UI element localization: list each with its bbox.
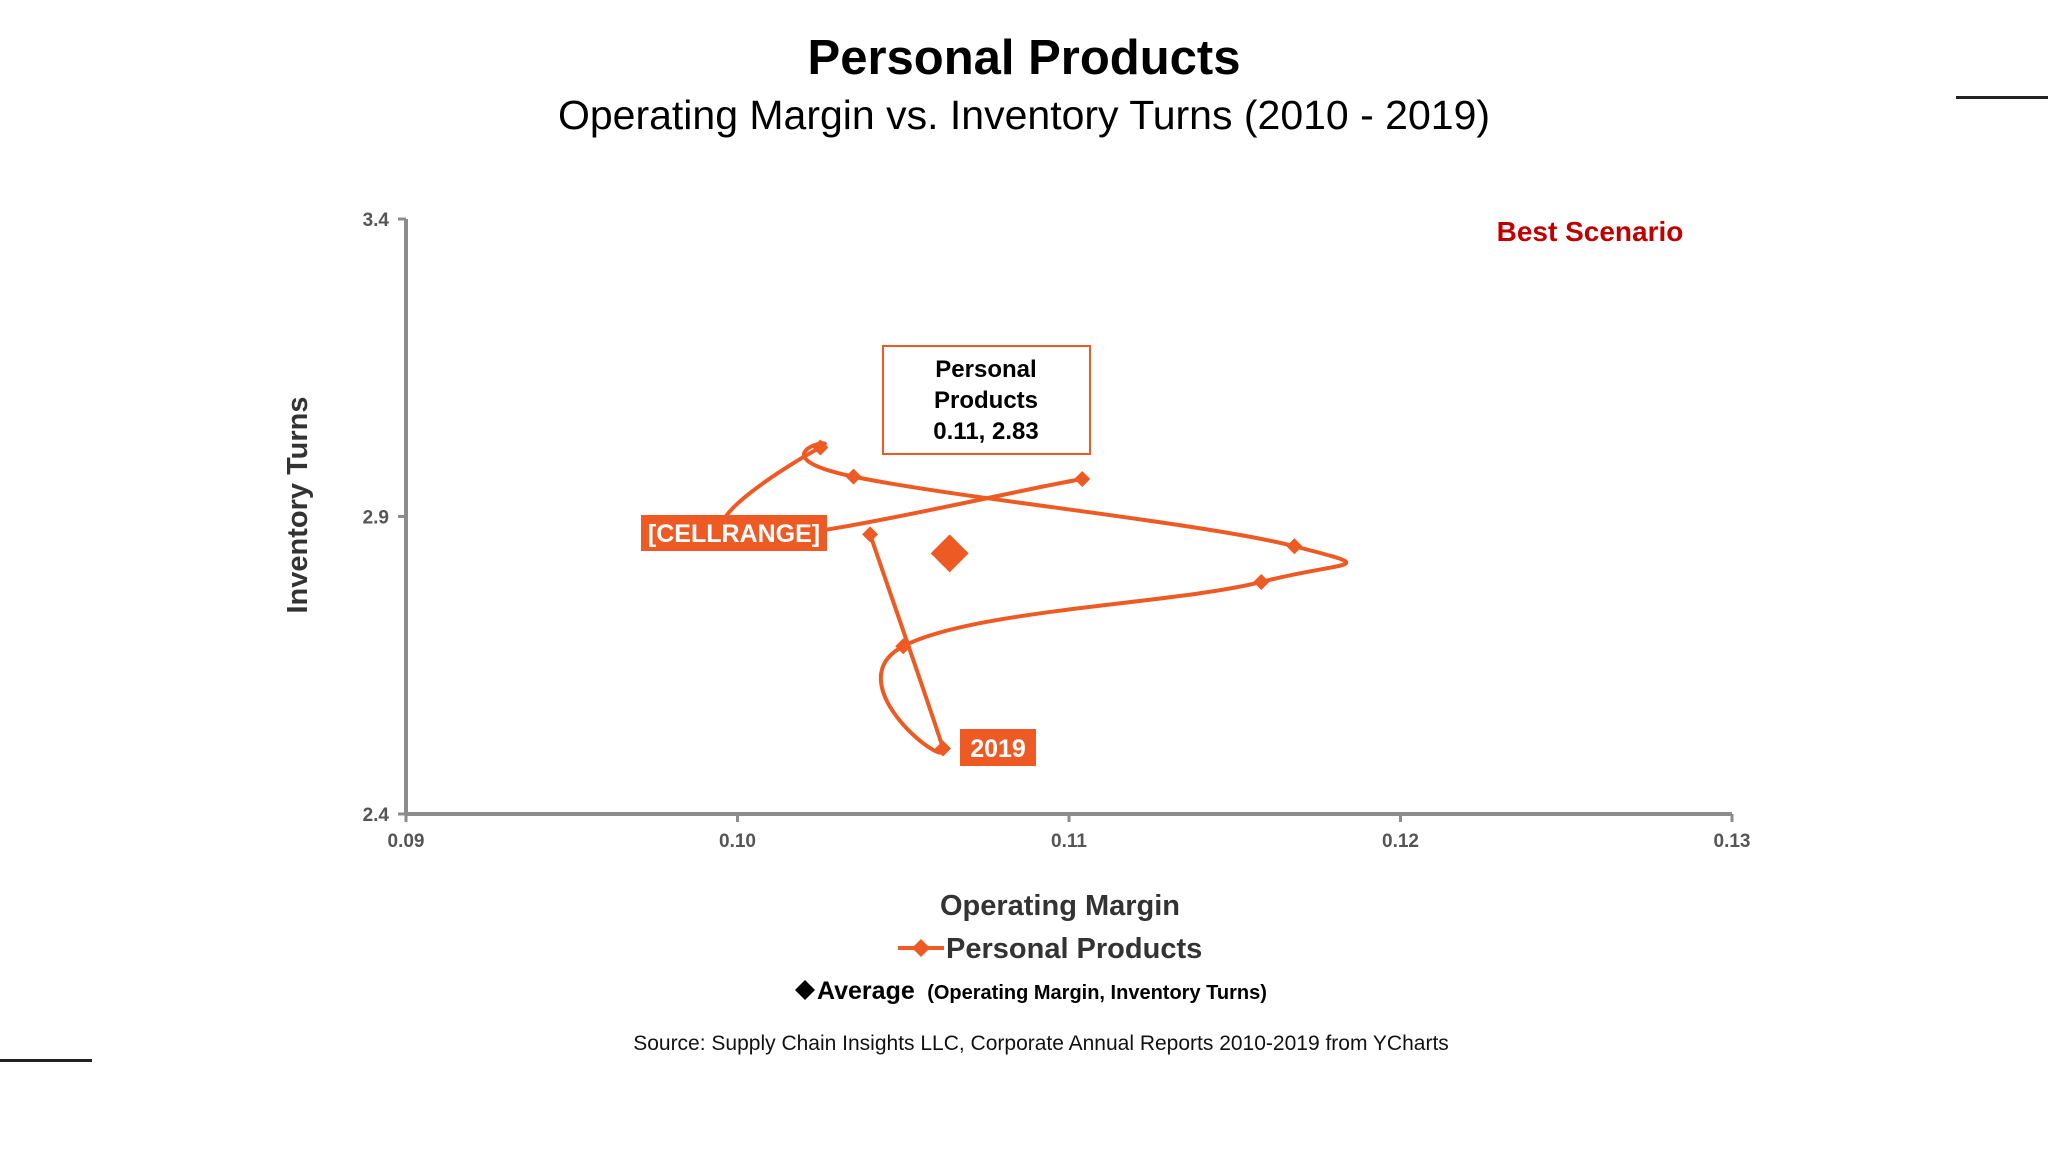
- y-tick-label: 3.4: [363, 210, 390, 231]
- legend-average-name: Average: [817, 977, 915, 1005]
- start-label-box: [641, 515, 827, 551]
- data-point: [812, 439, 829, 456]
- callout-box: [882, 345, 1091, 455]
- callout-line-1: Personal: [935, 356, 1036, 383]
- data-point: [895, 638, 912, 655]
- series-personal-products: [719, 439, 1349, 757]
- data-point: [1286, 538, 1303, 555]
- callout-line-3: 0.11, 2.83: [933, 418, 1038, 445]
- data-point: [1253, 573, 1270, 590]
- legend-average-diamond-icon: [795, 980, 815, 1000]
- data-point: [1074, 471, 1091, 488]
- y-axis-title: Inventory Turns: [282, 397, 314, 614]
- page-title: Personal Products: [807, 31, 1241, 85]
- end-label-box: [960, 729, 1036, 766]
- legend-diamond-icon: [912, 939, 930, 957]
- average-marker-group: [930, 534, 969, 573]
- x-axis-title: Operating Margin: [940, 890, 1180, 922]
- axis-ticks: 0.09 0.10 0.11 0.12 0.13 2.4 2.9 3.4: [363, 210, 1751, 852]
- x-tick-label: 0.12: [1382, 831, 1419, 852]
- end-label-text: 2019: [970, 735, 1026, 763]
- page-subtitle: Operating Margin vs. Inventory Turns (20…: [557, 92, 1491, 138]
- y-tick-label: 2.9: [363, 508, 389, 529]
- data-point: [845, 468, 862, 485]
- legend-average-label: Average (Operating Margin, Inventory Tur…: [817, 977, 1267, 1005]
- legend: Personal Products Average (Operating Mar…: [795, 933, 1267, 1005]
- source-note: Source: Supply Chain Insights LLC, Corpo…: [633, 1032, 1449, 1055]
- x-tick-label: 0.13: [1714, 831, 1751, 852]
- data-point: [862, 526, 879, 543]
- data-point: [935, 740, 952, 757]
- legend-average-note: (Operating Margin, Inventory Turns): [927, 982, 1267, 1004]
- y-tick-label: 2.4: [363, 805, 390, 826]
- x-tick-label: 0.10: [719, 831, 756, 852]
- decorative-rule-top-right: [1956, 96, 2048, 99]
- callout-line-2: Products: [934, 387, 1038, 414]
- start-label-text: [CELLRANGE]: [648, 520, 820, 548]
- average-point: [930, 534, 969, 573]
- best-scenario-label: Best Scenario: [1497, 216, 1684, 247]
- decorative-rule-bottom-left: [0, 1059, 92, 1062]
- legend-series-label: Personal Products: [946, 933, 1202, 965]
- x-tick-label: 0.09: [388, 831, 425, 852]
- x-tick-label: 0.11: [1051, 831, 1087, 852]
- series-line: [719, 441, 1349, 755]
- chart-axes: [404, 219, 1732, 816]
